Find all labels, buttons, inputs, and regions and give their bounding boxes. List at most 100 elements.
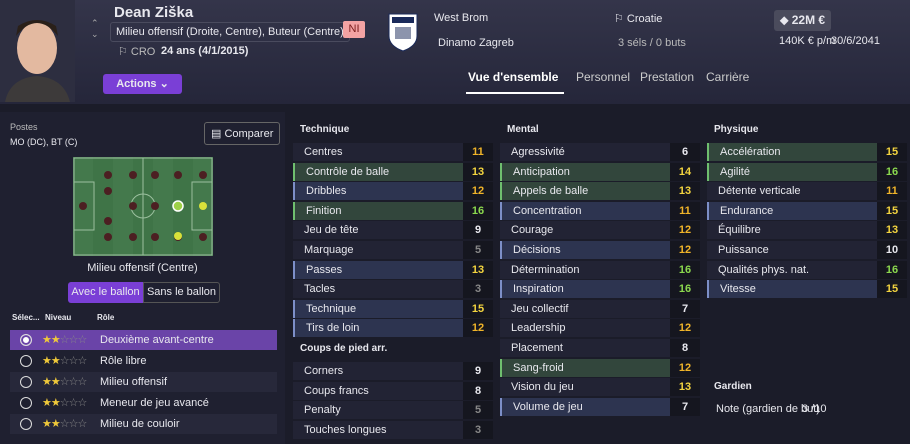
attribute-value: 7 bbox=[670, 299, 700, 318]
tab[interactable]: Carrière bbox=[706, 70, 750, 84]
actions-button[interactable]: Actions ⌄ bbox=[103, 74, 182, 94]
attribute-value: 16 bbox=[877, 162, 907, 181]
section-title: Technique bbox=[300, 124, 350, 135]
attribute-row: Accélération 15 bbox=[707, 143, 907, 161]
attribute-name: Technique bbox=[306, 302, 357, 315]
section-title: Gardien bbox=[714, 381, 752, 392]
star: ☆ bbox=[77, 376, 88, 388]
stars: ★★☆☆☆ bbox=[42, 417, 88, 430]
toggle[interactable]: Avec le ballon bbox=[68, 282, 143, 303]
attribute-name: Jeu collectif bbox=[511, 302, 569, 315]
arrows[interactable]: ⌃ ⌄ bbox=[91, 18, 99, 39]
stars: ★★☆☆☆ bbox=[42, 396, 87, 409]
star: ★ bbox=[42, 355, 52, 367]
nationality-text: CRO bbox=[130, 46, 156, 58]
attribute-row: Dribbles 12 bbox=[293, 182, 493, 201]
column-header: Niveau bbox=[45, 313, 72, 322]
attribute-name: Qualités phys. nat. bbox=[718, 263, 810, 276]
attribute-value: 16 bbox=[877, 260, 907, 279]
star: ☆ bbox=[68, 418, 79, 430]
header: ⌃ ⌄ Dean Ziška Milieu offensif (Droite, C… bbox=[0, 0, 910, 104]
attribute-name: Dribbles bbox=[306, 185, 347, 198]
attribute-row: Vision du jeu 13 bbox=[500, 378, 700, 397]
toggle[interactable]: Sans le ballon bbox=[143, 282, 220, 303]
star: ★ bbox=[42, 418, 52, 430]
attribute-row: Finition 16 bbox=[293, 201, 493, 220]
star: ☆ bbox=[77, 334, 88, 346]
value: ⬥ 22M € bbox=[774, 10, 832, 31]
attribute-row: Tirs de loin 12 bbox=[293, 319, 493, 338]
tab[interactable]: Prestation bbox=[640, 70, 695, 84]
section-title: Mental bbox=[507, 124, 539, 135]
attribute-row: Corners 9 bbox=[293, 362, 493, 380]
caps: 3 séls / 0 buts bbox=[618, 37, 686, 49]
star: ★ bbox=[42, 334, 52, 346]
radio[interactable] bbox=[20, 376, 32, 388]
attribute-name: Détermination bbox=[511, 263, 580, 276]
star: ☆ bbox=[68, 334, 79, 346]
badge: NI bbox=[343, 21, 365, 38]
attribute-value: 12 bbox=[670, 221, 700, 240]
stars: ★★☆☆☆ bbox=[42, 333, 88, 346]
radio[interactable] bbox=[20, 355, 32, 367]
attribute-value: 9 bbox=[463, 362, 493, 380]
radio[interactable] bbox=[20, 418, 32, 430]
attribute-row: Appels de balle 13 bbox=[500, 182, 700, 201]
positions: MO (DC), BT (C) bbox=[10, 137, 78, 147]
attribute-name: Vision du jeu bbox=[511, 381, 574, 394]
star: ☆ bbox=[59, 397, 70, 409]
attribute-row: Courage 12 bbox=[500, 221, 700, 240]
attribute-name: Agressivité bbox=[511, 146, 565, 158]
attribute-value: 12 bbox=[670, 358, 700, 377]
attribute-value: 11 bbox=[877, 182, 907, 201]
role-row[interactable]: ★★☆☆☆ Deuxième avant-centre bbox=[10, 330, 277, 350]
role-row[interactable]: ★★☆☆☆ Milieu offensif bbox=[10, 372, 277, 392]
attribute-name: Note (gardien de but) bbox=[716, 403, 820, 415]
attribute-row: Technique 15 bbox=[293, 299, 493, 318]
attribute-value: 12 bbox=[670, 319, 700, 338]
role-row[interactable]: ★★☆☆☆ Rôle libre bbox=[10, 351, 277, 371]
attribute-row: Volume de jeu 7 bbox=[500, 397, 700, 416]
role-row[interactable]: ★★☆☆☆ Meneur de jeu avancé bbox=[10, 393, 277, 413]
role-position: Milieu offensif (Centre) bbox=[87, 262, 198, 274]
radio[interactable] bbox=[20, 334, 32, 346]
attribute-value: 3 bbox=[463, 280, 493, 299]
positions: Milieu offensif (Droite, Centre), Buteur… bbox=[110, 22, 350, 42]
attribute-row: Agilité 16 bbox=[707, 162, 907, 181]
attribute-row: Inspiration 16 bbox=[500, 280, 700, 299]
star: ☆ bbox=[59, 355, 70, 367]
attribute-name: Accélération bbox=[720, 146, 781, 158]
tab[interactable]: Vue d'ensemble bbox=[466, 70, 565, 94]
nationality: ⚐ CRO bbox=[118, 46, 156, 58]
role-row[interactable]: ★★☆☆☆ Milieu de couloir bbox=[10, 414, 277, 434]
attribute-row: Endurance 15 bbox=[707, 201, 907, 220]
attribute-name: Penalty bbox=[304, 404, 341, 417]
attribute-name: Volume de jeu bbox=[513, 400, 583, 413]
attribute-value: 11 bbox=[670, 201, 700, 220]
star: ☆ bbox=[77, 355, 88, 367]
star: ☆ bbox=[77, 418, 88, 430]
wage: 140K € p/m bbox=[779, 35, 836, 47]
attribute-row: Placement 8 bbox=[500, 339, 700, 357]
age: 24 ans (4/1/2015) bbox=[161, 45, 249, 57]
avatar bbox=[0, 0, 75, 102]
attribute-value: 9 bbox=[463, 221, 493, 240]
pitch bbox=[73, 157, 213, 256]
attribute-row: Jeu de tête 9 bbox=[293, 221, 493, 240]
tab[interactable]: Personnel bbox=[576, 70, 631, 84]
column-header: Sélec... bbox=[12, 313, 40, 322]
attribute-row: Penalty 5 bbox=[293, 401, 493, 420]
stars: ★★☆☆☆ bbox=[42, 354, 88, 367]
compare-button[interactable]: ▤ Comparer bbox=[204, 122, 281, 145]
attribute-value: 13 bbox=[670, 378, 700, 397]
attribute-row: Détermination 16 bbox=[500, 260, 700, 279]
club: Dinamo Zagreb bbox=[438, 37, 514, 49]
radio[interactable] bbox=[20, 397, 32, 409]
attribute-row: Touches longues 3 bbox=[293, 420, 493, 439]
star: ☆ bbox=[59, 376, 70, 388]
attribute-value: 7 bbox=[670, 397, 700, 416]
attribute-row: Passes 13 bbox=[293, 260, 493, 279]
attribute-name: Anticipation bbox=[513, 165, 570, 178]
attribute-row: Équilibre 13 bbox=[707, 221, 907, 240]
attribute-name: Concentration bbox=[513, 204, 582, 217]
